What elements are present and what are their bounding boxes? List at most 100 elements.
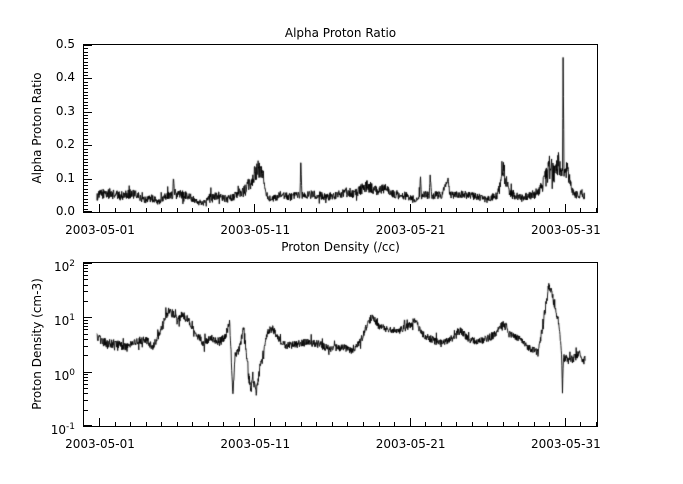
y-minor-tick (84, 65, 88, 66)
x-minor-tick (518, 422, 519, 426)
x-minor-tick (379, 422, 380, 426)
x-minor-tick (580, 422, 581, 426)
x-minor-tick (192, 208, 193, 212)
x-minor-tick (456, 422, 457, 426)
x-minor-tick (239, 208, 240, 212)
y-minor-tick (84, 185, 88, 186)
x-minor-tick (115, 422, 116, 426)
y-minor-tick (84, 326, 88, 327)
x-tick-label: 2003-05-11 (220, 223, 291, 237)
x-minor-tick (534, 422, 535, 426)
y-minor-tick (84, 149, 88, 150)
y-minor-tick (84, 209, 88, 210)
x-minor-tick (472, 208, 473, 212)
y-minor-tick (84, 202, 88, 203)
x-tick-label: 2003-05-01 (65, 437, 135, 451)
y-minor-tick (84, 410, 88, 411)
x-minor-tick (177, 422, 178, 426)
y-minor-tick (84, 380, 88, 381)
x-major-tick (99, 204, 100, 212)
x-minor-tick (270, 208, 271, 212)
x-tick-label: 2003-05-21 (375, 223, 446, 237)
y-minor-tick (84, 323, 88, 324)
y-major-tick (84, 263, 92, 264)
y-minor-tick (84, 291, 88, 292)
y-minor-tick (84, 122, 88, 123)
y-major-tick (84, 45, 92, 46)
y-minor-tick (84, 393, 88, 394)
y-minor-tick (84, 155, 88, 156)
x-minor-tick (208, 208, 209, 212)
plot-area (83, 262, 598, 427)
x-minor-tick (487, 422, 488, 426)
y-minor-tick (84, 268, 88, 269)
y-minor-tick (84, 98, 88, 99)
x-tick-label: 2003-05-31 (531, 437, 601, 451)
y-minor-tick (84, 142, 88, 143)
y-minor-tick (84, 346, 88, 347)
y-minor-tick (84, 92, 88, 93)
y-minor-tick (84, 320, 88, 321)
y-minor-tick (84, 152, 88, 153)
y-minor-tick (84, 279, 88, 280)
x-minor-tick (596, 422, 597, 426)
y-major-tick (84, 372, 92, 373)
y-minor-tick (84, 88, 88, 89)
x-major-tick (410, 418, 411, 426)
y-minor-tick (84, 285, 88, 286)
x-minor-tick (456, 208, 457, 212)
x-minor-tick (285, 422, 286, 426)
y-minor-tick (84, 129, 88, 130)
y-minor-tick (84, 125, 88, 126)
y-tick-label: 0.1 (55, 170, 75, 185)
x-minor-tick (316, 208, 317, 212)
y-minor-tick (84, 182, 88, 183)
chart-title: Alpha Proton Ratio (284, 26, 397, 40)
x-tick-label: 2003-05-31 (531, 223, 601, 237)
y-minor-tick (84, 265, 88, 266)
y-minor-tick (84, 271, 88, 272)
y-axis-title: Proton Density (cm-3) (30, 278, 44, 410)
x-minor-tick (580, 208, 581, 212)
data-series-line (84, 45, 597, 212)
x-minor-tick (130, 422, 131, 426)
y-minor-tick (84, 301, 88, 302)
y-tick-label: 0.3 (55, 103, 75, 118)
y-minor-tick (84, 82, 88, 83)
y-minor-tick (84, 105, 88, 106)
x-minor-tick (130, 208, 131, 212)
x-minor-tick (379, 208, 380, 212)
y-minor-tick (84, 95, 88, 96)
y-minor-tick (84, 169, 88, 170)
x-minor-tick (161, 422, 162, 426)
x-major-tick (99, 418, 100, 426)
x-minor-tick (472, 422, 473, 426)
x-minor-tick (208, 422, 209, 426)
y-major-tick (84, 112, 92, 113)
y-minor-tick (84, 135, 88, 136)
x-minor-tick (177, 208, 178, 212)
chart-title: Proton Density (/cc) (281, 240, 400, 254)
x-minor-tick (549, 422, 550, 426)
y-major-tick (84, 179, 92, 180)
y-tick-label: 100 (53, 367, 75, 383)
x-minor-tick (441, 208, 442, 212)
x-minor-tick (270, 422, 271, 426)
y-minor-tick (84, 162, 88, 163)
y-minor-tick (84, 329, 88, 330)
y-minor-tick (84, 118, 88, 119)
x-minor-tick (115, 208, 116, 212)
y-minor-tick (84, 52, 88, 53)
y-major-tick (84, 211, 92, 212)
x-minor-tick (549, 208, 550, 212)
x-major-tick (565, 418, 566, 426)
y-minor-tick (84, 159, 88, 160)
y-major-tick (84, 425, 92, 426)
y-minor-tick (84, 355, 88, 356)
y-minor-tick (84, 195, 88, 196)
x-minor-tick (316, 422, 317, 426)
y-minor-tick (84, 189, 88, 190)
x-minor-tick (425, 422, 426, 426)
x-minor-tick (363, 208, 364, 212)
x-tick-label: 2003-05-11 (220, 437, 291, 451)
